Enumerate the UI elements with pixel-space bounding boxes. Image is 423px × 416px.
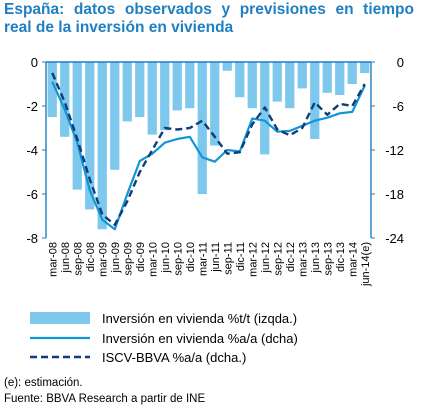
right-tick-label: -24 [385, 231, 404, 246]
legend: Inversión en vivienda %t/t (izqda.) Inver… [30, 311, 298, 365]
x-tick-label: dic-11 [235, 242, 247, 271]
bar [110, 62, 120, 170]
bar [322, 62, 332, 93]
bars-layer [47, 62, 370, 230]
x-tick-label: mar-10 [147, 242, 159, 277]
bar [185, 62, 195, 109]
x-tick-label: jun-10 [160, 242, 172, 274]
legend-label: ISCV-BBVA %a/a (dcha.) [102, 350, 246, 365]
legend-label: Inversión en vivienda %a/a (dcha) [102, 331, 298, 346]
legend-swatch-bars [30, 312, 90, 324]
bar [60, 62, 70, 137]
bar [222, 62, 232, 71]
x-tick-label: sep-10 [172, 242, 184, 276]
bar [272, 62, 282, 102]
left-tick-label: -6 [26, 187, 38, 202]
bar [97, 62, 107, 230]
legend-label: Inversión en vivienda %t/t (izqda.) [102, 311, 297, 326]
x-tick-label: jun-14(e) [360, 242, 372, 287]
x-tick-label: jun-12 [260, 242, 272, 274]
bar [235, 62, 245, 98]
line-series-iscv [51, 72, 366, 227]
x-tick-label: sep-09 [122, 242, 134, 276]
x-tick-label: sep-11 [222, 242, 234, 275]
bar [360, 62, 370, 73]
x-tick-label: sep-12 [272, 242, 284, 276]
x-tick-label: sep-08 [72, 242, 84, 276]
x-tick-label: dic-09 [135, 242, 147, 272]
right-tick-label: -12 [385, 143, 404, 158]
x-tick-label: mar-09 [97, 242, 109, 277]
x-tick-label: dic-13 [335, 242, 347, 272]
x-tick-label: dic-08 [85, 242, 97, 272]
bar [85, 62, 95, 210]
footnote: (e): estimación. [4, 377, 83, 389]
bar [172, 62, 182, 111]
bar [335, 62, 345, 95]
bar [285, 62, 295, 109]
source-note: Fuente: BBVA Research a partir de INE [4, 393, 206, 405]
x-tick-label: mar-12 [247, 242, 259, 277]
bar [347, 62, 357, 84]
axis-layer: 0 -2 -4 -6 -8 0 -6 -12 -18 -24 [26, 55, 404, 246]
x-tick-label: jun-09 [110, 242, 122, 274]
x-tick-label: jun-11 [210, 242, 222, 273]
x-tick-label: mar-11 [197, 242, 209, 276]
x-tick-label: jun-13 [310, 242, 322, 274]
chart-title: España: datos observados y previsiones e… [4, 1, 414, 36]
right-tick-label: 0 [397, 55, 404, 70]
x-tick-label: mar-14 [347, 242, 359, 277]
x-tick-label: mar-13 [297, 242, 309, 277]
right-tick-label: -6 [392, 99, 404, 114]
x-tick-label: mar-08 [47, 242, 59, 277]
left-tick-label: -8 [26, 231, 38, 246]
lines-layer [51, 72, 366, 231]
x-tick-labels: mar-08 jun-08 sep-08 dic-08 mar-09 jun-09 sep-… [47, 242, 372, 287]
bar [47, 62, 57, 117]
bar [210, 62, 220, 146]
left-tick-label: -4 [26, 143, 38, 158]
x-tick-label: jun-08 [60, 242, 72, 274]
x-tick-label: dic-12 [285, 242, 297, 272]
x-tick-label: sep-13 [322, 242, 334, 276]
bar [135, 62, 145, 117]
bar [197, 62, 207, 194]
bar [310, 62, 320, 139]
x-tick-label: dic-10 [185, 242, 197, 272]
bar [122, 62, 132, 122]
line-series-inversion-aa [51, 81, 366, 231]
bar [160, 62, 170, 131]
bar [147, 62, 157, 135]
bar [72, 62, 82, 190]
bar [247, 62, 257, 109]
bar [297, 62, 307, 89]
left-tick-label: -2 [26, 99, 38, 114]
right-tick-label: -18 [385, 187, 404, 202]
left-tick-label: 0 [31, 55, 38, 70]
